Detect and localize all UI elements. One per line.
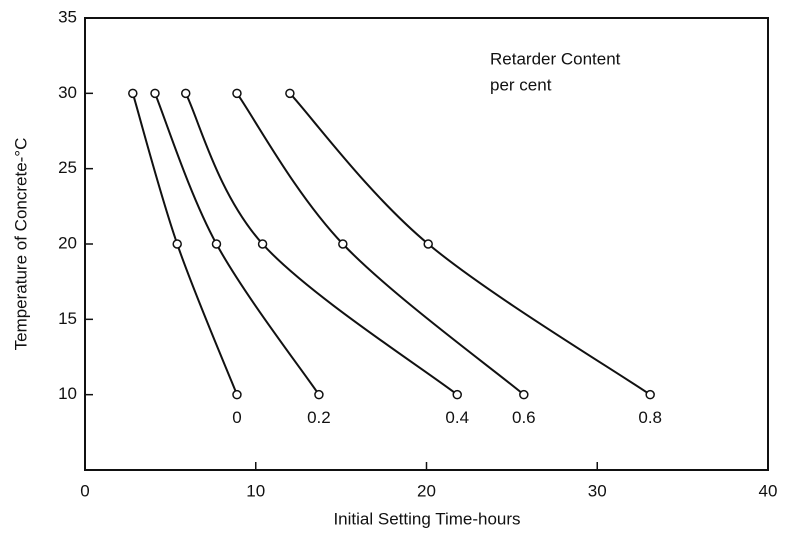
series-label: 0.4: [445, 408, 469, 427]
series-label: 0: [232, 408, 241, 427]
y-tick-label: 10: [58, 384, 77, 403]
y-tick-label: 30: [58, 83, 77, 102]
x-axis-label: Initial Setting Time-hours: [333, 509, 520, 528]
point: [285, 88, 295, 99]
point: [128, 88, 138, 99]
x-tick-label: 20: [417, 481, 436, 500]
point: [452, 389, 462, 400]
annotation: per cent: [490, 75, 552, 94]
y-tick-label: 20: [58, 233, 77, 252]
y-tick-label: 35: [58, 7, 77, 26]
point: [232, 389, 242, 400]
point: [519, 389, 529, 400]
point: [172, 239, 182, 249]
series-label: 0.8: [638, 408, 662, 427]
y-tick-label: 25: [58, 158, 77, 177]
point: [211, 239, 222, 249]
point: [232, 88, 242, 99]
point: [423, 239, 433, 249]
line: [131, 93, 238, 396]
y-tick-label: 15: [58, 309, 77, 328]
point: [180, 88, 191, 99]
line: [236, 92, 525, 396]
point: [150, 88, 160, 99]
line: [184, 92, 458, 396]
series-label: 0.2: [307, 408, 331, 427]
annotation: Retarder Content: [490, 49, 621, 68]
x-tick-label: 0: [80, 481, 89, 500]
x-tick-label: 30: [588, 481, 607, 500]
x-tick-label: 40: [759, 481, 778, 500]
series-label: 0.6: [512, 408, 536, 427]
point: [314, 389, 324, 400]
point: [645, 389, 655, 400]
x-tick-label: 10: [246, 481, 265, 500]
y-axis-label: Temperature of Concrete-°C: [11, 138, 30, 351]
point: [338, 239, 348, 249]
point: [257, 239, 268, 249]
